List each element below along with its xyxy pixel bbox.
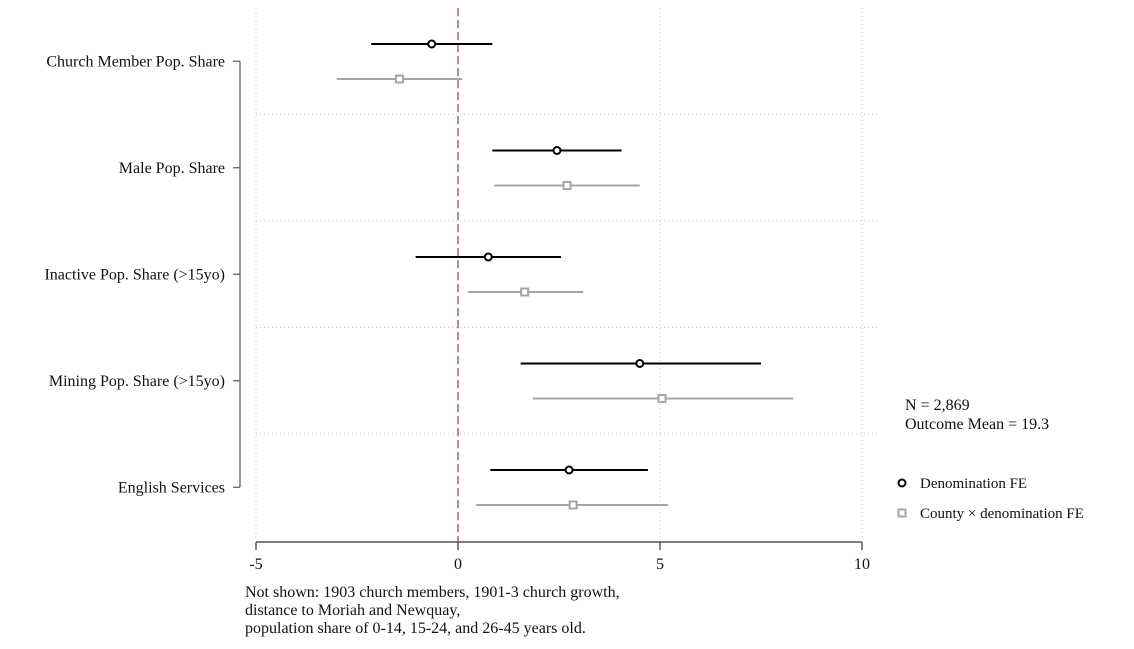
legend-marker-county-denomination-fe: [897, 508, 907, 518]
grid-layer: [255, 8, 878, 540]
point-estimate-denomination-fe: [552, 146, 562, 155]
legend: Denomination FE County × denomination FE: [897, 476, 1084, 522]
note-line-3: population share of 0-14, 15-24, and 26-…: [245, 620, 586, 637]
note-line-1: Not shown: 1903 church members, 1901-3 c…: [245, 584, 620, 601]
marks-layer: [336, 39, 794, 510]
point-estimate-denomination-fe: [635, 359, 645, 368]
point-estimate-county-denomination-fe: [657, 394, 667, 403]
point-estimate-county-denomination-fe: [394, 74, 404, 84]
category-label: English Services: [118, 479, 225, 496]
point-estimate-county-denomination-fe: [520, 287, 530, 297]
category-label: Church Member Pop. Share: [46, 53, 225, 70]
point-estimate-county-denomination-fe: [562, 181, 572, 190]
legend-label-county-denomination-fe: County × denomination FE: [920, 506, 1084, 522]
point-estimate-denomination-fe: [564, 465, 574, 475]
x-tick-label: -5: [249, 556, 262, 573]
stat-n: N = 2,869: [905, 397, 970, 414]
legend-label-denomination-fe: Denomination FE: [920, 476, 1027, 492]
category-label: Mining Pop. Share (>15yo): [49, 373, 225, 390]
axis-layer: -5 0 5 10 Church Member Pop. Share Male Pop. …: [44, 53, 870, 573]
x-tick-label: 5: [656, 556, 664, 573]
x-tick-label: 0: [454, 556, 462, 573]
point-estimate-denomination-fe: [427, 39, 437, 49]
point-estimate-denomination-fe: [483, 252, 493, 262]
category-label: Inactive Pop. Share (>15yo): [44, 266, 225, 283]
x-tick-label: 10: [854, 556, 870, 573]
stat-outcome-mean: Outcome Mean = 19.3: [905, 416, 1049, 433]
note-line-2: distance to Moriah and Newquay,: [245, 602, 460, 619]
category-label: Male Pop. Share: [119, 160, 225, 177]
legend-marker-denomination-fe: [897, 478, 907, 488]
footnote: Not shown: 1903 church members, 1901-3 c…: [245, 584, 620, 637]
point-estimate-county-denomination-fe: [568, 500, 578, 510]
